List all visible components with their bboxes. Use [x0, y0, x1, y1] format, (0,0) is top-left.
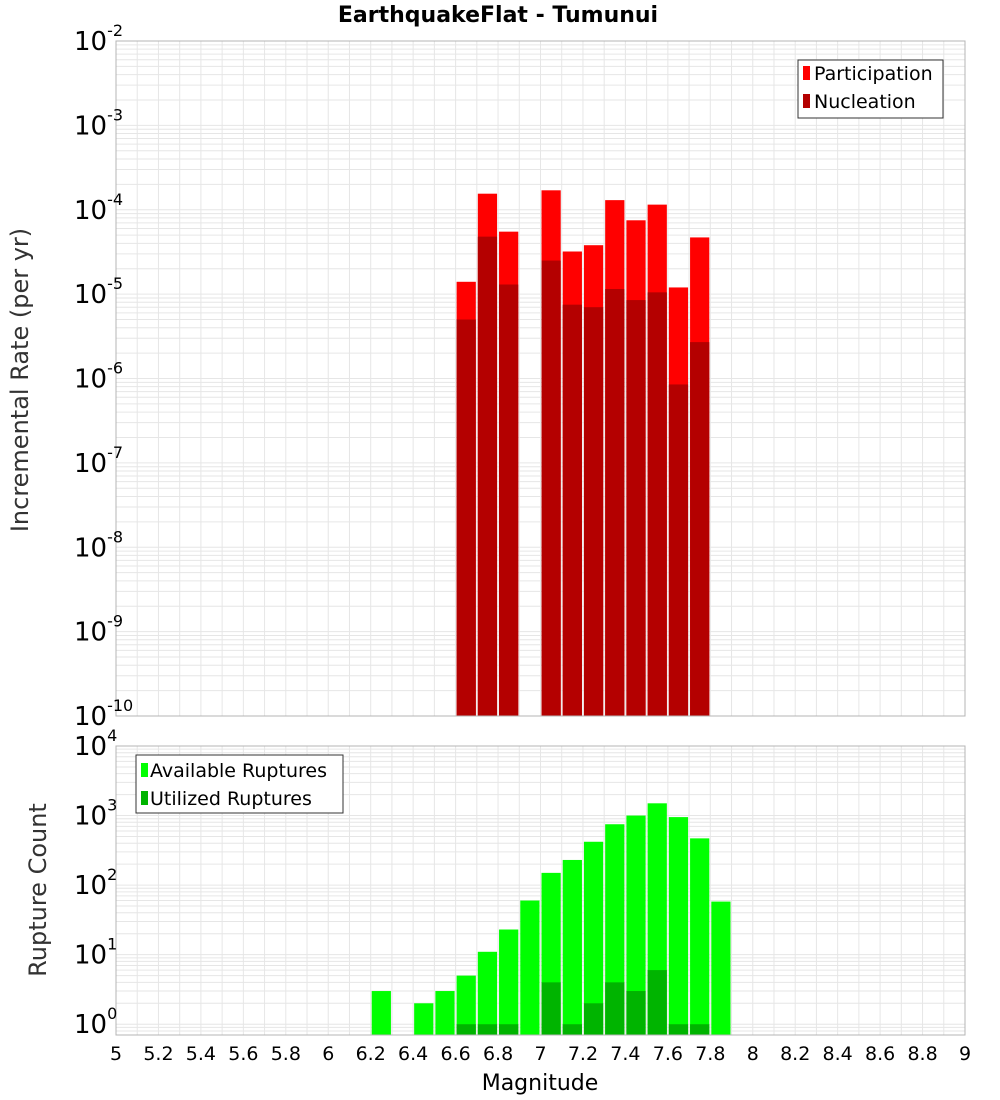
x-tick-label: 5.8	[271, 1043, 301, 1065]
bottom-bar-available-ruptures	[668, 817, 689, 1035]
bottom-bar-utilized-ruptures	[647, 970, 667, 1035]
x-tick-label: 9	[959, 1043, 971, 1065]
x-tick-label: 5	[110, 1043, 122, 1065]
bottom-bar-available-ruptures	[711, 901, 731, 1035]
bottom-legend: Available Ruptures Utilized Ruptures	[135, 754, 344, 814]
legend-swatch-utilized	[141, 791, 148, 805]
x-tick-label: 5.4	[186, 1043, 216, 1065]
legend-swatch-nucleation	[803, 94, 810, 108]
top-y-tick-label: 10-5	[74, 274, 123, 310]
top-bar-nucleation	[626, 300, 646, 716]
bottom-bars	[371, 803, 731, 1035]
top-y-tick-label: 10-6	[74, 359, 123, 395]
top-grid	[115, 41, 966, 717]
x-tick-label: 6.8	[483, 1043, 513, 1065]
bottom-y-tick-label: 101	[74, 935, 117, 971]
x-tick-label: 8.2	[780, 1043, 810, 1065]
bottom-bar-available-ruptures	[562, 859, 582, 1035]
top-bar-nucleation	[583, 307, 604, 716]
x-tick-label: 8.4	[823, 1043, 853, 1065]
top-y-tick-label: 10-8	[74, 527, 123, 563]
x-tick-label: 7.6	[653, 1043, 683, 1065]
top-bar-nucleation	[647, 292, 667, 716]
top-bar-nucleation	[477, 236, 498, 716]
bottom-y-tick-label: 104	[74, 726, 117, 762]
bottom-bar-available-ruptures	[477, 951, 498, 1035]
bottom-bar-available-ruptures	[605, 824, 625, 1035]
legend-swatch-available	[141, 763, 148, 777]
bottom-bar-utilized-ruptures	[562, 1024, 582, 1035]
top-y-tick-label: 10-4	[74, 190, 123, 226]
bottom-bar-utilized-ruptures	[456, 1024, 476, 1035]
top-y-tick-label: 10-7	[74, 443, 123, 479]
bottom-grid	[115, 746, 966, 1036]
bottom-bar-available-ruptures	[371, 991, 391, 1035]
x-tick-label: 8.8	[907, 1043, 937, 1065]
top-y-tick-label: 10-10	[74, 696, 133, 732]
bottom-bar-available-ruptures	[435, 991, 455, 1035]
bottom-y-tick-label: 100	[74, 1004, 117, 1040]
bottom-plot-frame	[115, 745, 966, 1036]
top-y-axis-label: Incremental Rate (per yr)	[6, 228, 34, 532]
top-bar-nucleation	[541, 260, 561, 716]
top-bar-nucleation	[668, 384, 689, 716]
top-bar-nucleation	[605, 289, 625, 716]
bottom-bar-utilized-ruptures	[626, 991, 646, 1035]
legend-label-nucleation: Nucleation	[814, 91, 916, 113]
bottom-bar-available-ruptures	[414, 1003, 434, 1035]
bottom-bar-available-ruptures	[456, 975, 476, 1035]
top-y-tick-label: 10-3	[74, 105, 123, 141]
x-tick-label: 7.4	[610, 1043, 640, 1065]
bottom-bar-available-ruptures	[499, 929, 519, 1035]
top-bars	[456, 190, 710, 717]
x-tick-label: 6	[322, 1043, 334, 1065]
bottom-y-axis-label: Rupture Count	[24, 803, 52, 977]
top-legend-box	[797, 59, 944, 119]
x-tick-label: 6.4	[398, 1043, 428, 1065]
bottom-bar-utilized-ruptures	[668, 1024, 689, 1035]
x-tick-label: 6.6	[440, 1043, 470, 1065]
x-tick-label: 5.2	[143, 1043, 173, 1065]
legend-swatch-participation	[803, 66, 810, 80]
x-tick-label: 8	[747, 1043, 759, 1065]
x-axis-ticks: 5 5.2 5.4 5.6 5.8 6 6.2 6.4 6.6 6.8 7 7.2 7.4 7.6 7.8 8…	[110, 1043, 971, 1065]
x-tick-label: 8.6	[865, 1043, 895, 1065]
top-y-ticks: 10-10 10-9 10-8 10-7 10-6 10-5 10-4 10-3 10-2	[74, 21, 133, 732]
top-y-tick-label: 10-2	[74, 21, 123, 57]
top-bar-nucleation	[690, 342, 710, 716]
x-tick-label: 6.2	[356, 1043, 386, 1065]
top-legend: Participation Nucleation	[797, 59, 944, 119]
legend-label-available: Available Ruptures	[150, 760, 327, 782]
bottom-legend-box	[135, 754, 344, 814]
top-bar-nucleation	[456, 319, 476, 716]
bottom-bar-utilized-ruptures	[499, 1024, 519, 1035]
bottom-y-ticks: 100 101 102 103 104	[74, 726, 117, 1040]
legend-label-participation: Participation	[814, 63, 933, 85]
bottom-bar-available-ruptures	[690, 838, 710, 1035]
top-y-tick-label: 10-9	[74, 612, 123, 648]
bottom-bar-utilized-ruptures	[605, 982, 625, 1035]
x-tick-label: 7.8	[695, 1043, 725, 1065]
top-bar-nucleation	[562, 304, 582, 716]
legend-label-utilized: Utilized Ruptures	[150, 788, 312, 810]
bottom-y-tick-label: 102	[74, 865, 117, 901]
x-tick-label: 7.2	[568, 1043, 598, 1065]
bottom-y-tick-label: 103	[74, 796, 117, 832]
top-plot-frame	[115, 40, 966, 717]
x-tick-label: 7	[534, 1043, 546, 1065]
bottom-bar-available-ruptures	[520, 900, 540, 1035]
top-bar-nucleation	[499, 284, 519, 716]
bottom-bar-available-ruptures	[583, 841, 604, 1035]
x-tick-label: 5.6	[228, 1043, 258, 1065]
bottom-bar-utilized-ruptures	[583, 1003, 604, 1035]
chart-title: EarthquakeFlat - Tumunui	[338, 3, 658, 28]
bottom-bar-utilized-ruptures	[477, 1024, 498, 1035]
x-axis-label: Magnitude	[482, 1071, 599, 1096]
bottom-bar-utilized-ruptures	[541, 982, 561, 1035]
bottom-bar-utilized-ruptures	[690, 1024, 710, 1035]
bottom-bar-available-ruptures	[626, 815, 646, 1035]
